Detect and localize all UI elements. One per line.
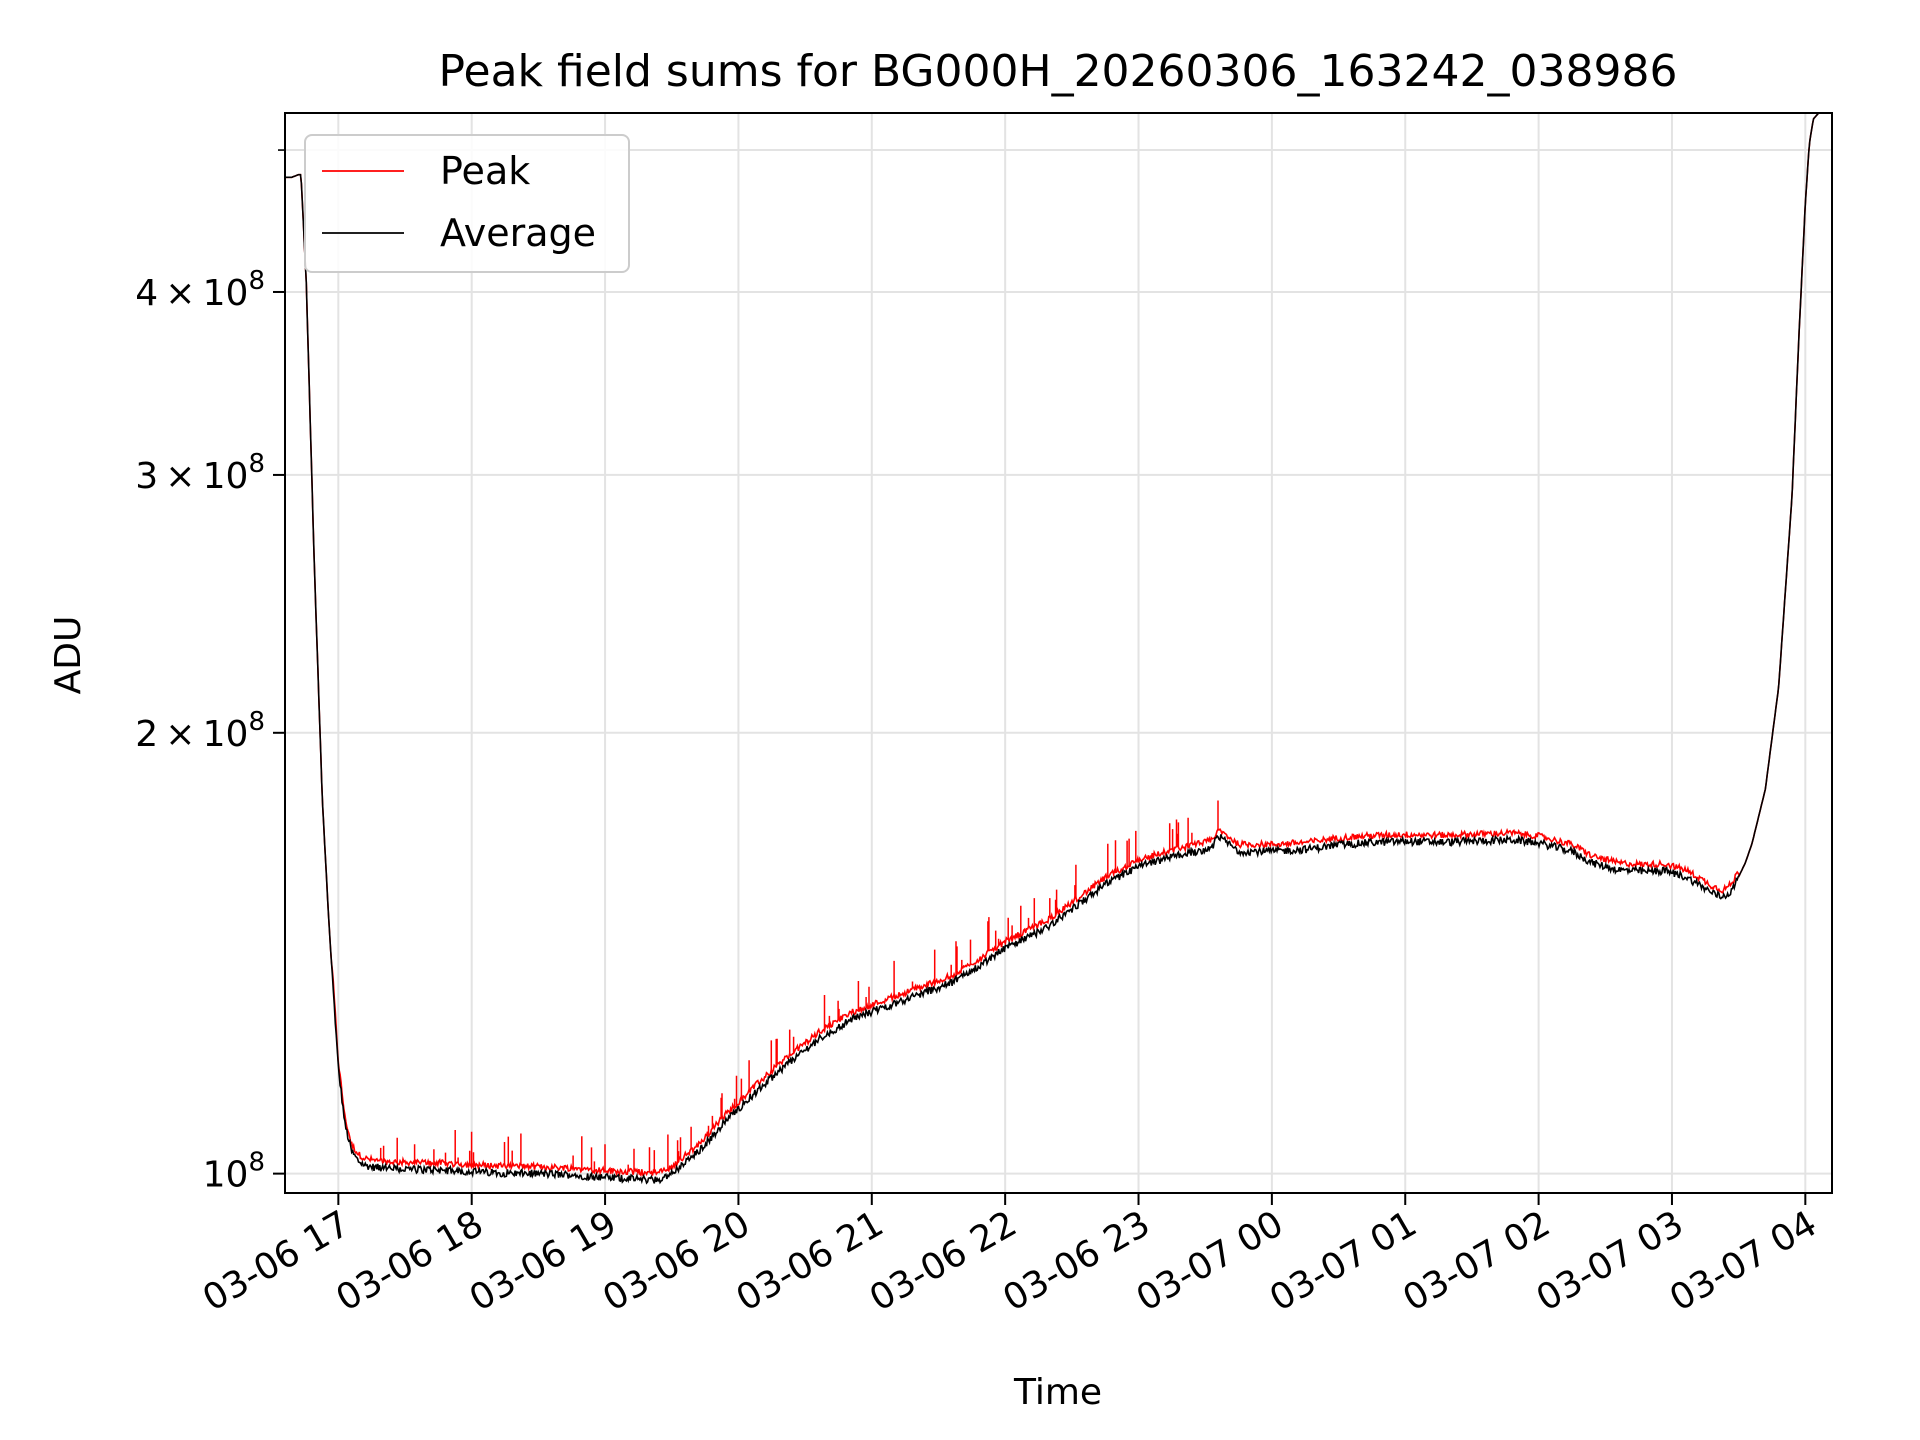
chart-title: Peak field sums for BG000H_20260306_1632… (439, 46, 1678, 97)
legend-box (304, 134, 630, 273)
legend: Peak Average (304, 134, 630, 273)
peak-series-spikes (379, 800, 1219, 1173)
average-series-line (285, 113, 1832, 1185)
y-axis-label: ADU (48, 616, 89, 695)
y-tick-label: 3 × 108 (135, 449, 265, 497)
axes-frame (284, 112, 1833, 1194)
series-layer (285, 113, 1832, 1185)
legend-peak-label: Peak (440, 149, 530, 193)
x-axis-label: Time (1013, 1372, 1102, 1413)
grid (285, 113, 1832, 1193)
y-tick-label: 4 × 108 (135, 266, 265, 314)
y-axis: 108 2 × 108 3 × 108 4 × 108 (135, 149, 285, 1196)
peak-series-line (285, 113, 1832, 1177)
legend-average-label: Average (440, 211, 596, 255)
plot-area (285, 113, 1832, 1193)
y-tick-label: 2 × 108 (135, 707, 265, 755)
y-tick-label: 108 (203, 1148, 265, 1196)
